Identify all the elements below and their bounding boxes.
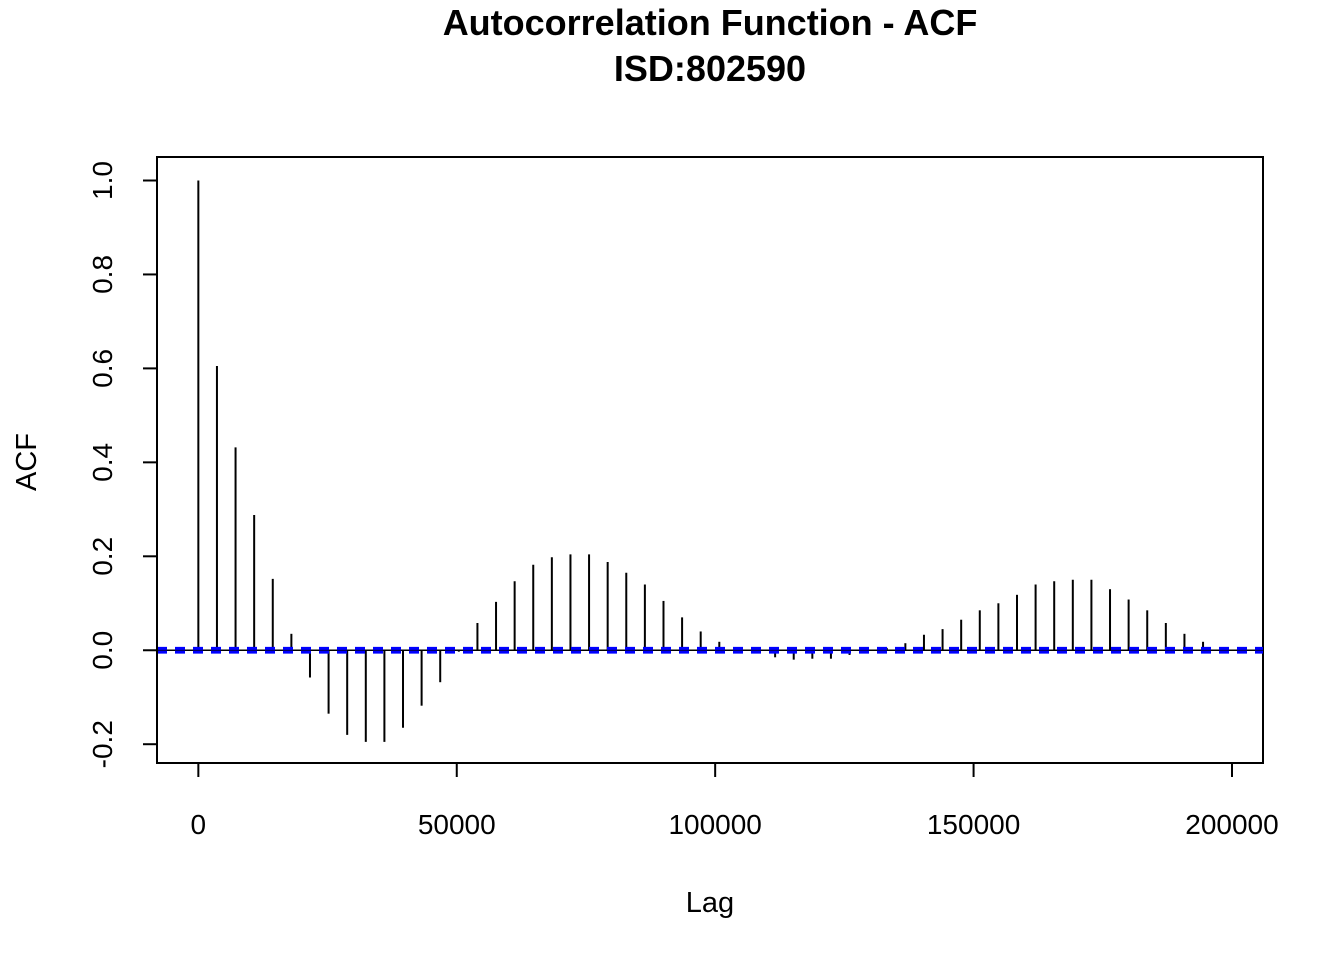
x-tick-label: 200000 [1185,809,1278,840]
plot-frame [156,156,1264,764]
y-tick-label: 0.4 [87,443,118,482]
x-tick-label: 150000 [927,809,1020,840]
y-axis: -0.2 0.0 0.2 0.4 0.6 0.8 1.0 [87,161,158,768]
y-tick-label: 1.0 [87,161,118,200]
chart-subtitle: ISD:802590 [613,48,807,89]
y-tick-label: 0.6 [87,349,118,388]
x-axis: 0 50000 100000 150000 200000 [191,762,1279,840]
y-tick-label: -0.2 [87,720,118,768]
x-tick-label: 50000 [418,809,496,840]
y-tick-label: 0.0 [87,631,118,670]
y-tick-label: 0.2 [87,537,118,576]
y-axis-label: ACF [11,433,43,491]
x-tick-label: 0 [191,809,207,840]
acf-bars [197,180,1242,742]
confidence-bands [157,646,1263,654]
y-tick-label: 0.8 [87,255,118,294]
x-axis-label: Lag [686,887,734,919]
chart-title: Autocorrelation Function - ACF [442,2,978,43]
x-tick-label: 100000 [668,809,761,840]
